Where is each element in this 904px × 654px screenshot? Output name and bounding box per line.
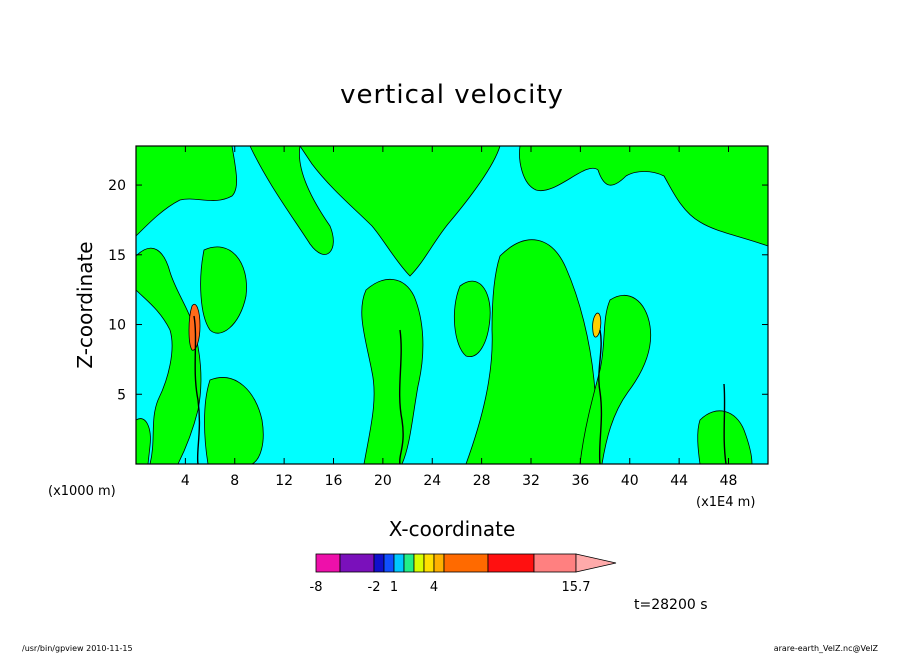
colorbar-segment bbox=[487, 553, 535, 573]
x-tick-label: 36 bbox=[571, 473, 589, 489]
region-top-right bbox=[519, 145, 769, 247]
y-tick-label: 10 bbox=[108, 318, 126, 334]
filament-left bbox=[193, 315, 201, 465]
colorbar-segment bbox=[433, 553, 445, 573]
region-top-mid bbox=[249, 145, 334, 255]
plot-frame bbox=[135, 145, 769, 465]
x-tick-label: 44 bbox=[670, 473, 688, 489]
region-top-left bbox=[135, 145, 237, 237]
region-lower-right bbox=[579, 295, 652, 465]
region-left-column bbox=[135, 247, 202, 465]
x-axis-title: X-coordinate bbox=[389, 517, 516, 541]
time-label: t=28200 s bbox=[634, 597, 708, 613]
colorbar-labels: -8 -2 1 4 15.7 bbox=[310, 580, 591, 595]
x-axis-ticks: 4 8 12 16 20 24 28 32 36 40 44 48 bbox=[181, 146, 738, 489]
x-tick-label: 16 bbox=[325, 473, 343, 489]
y-axis-title: Z-coordinate bbox=[73, 241, 97, 368]
colorbar-segment bbox=[533, 553, 577, 573]
x-unit-left: (x1000 m) bbox=[48, 484, 116, 499]
x-tick-label: 4 bbox=[181, 473, 190, 489]
region-mid-right-column bbox=[454, 280, 491, 357]
chart-title: vertical velocity bbox=[340, 80, 564, 110]
y-axis-ticks: 5 10 15 20 bbox=[108, 178, 768, 403]
contour-filaments bbox=[193, 315, 727, 465]
colorbar-label: 15.7 bbox=[562, 580, 591, 595]
x-tick-label: 24 bbox=[423, 473, 441, 489]
colorbar-segment bbox=[423, 553, 435, 573]
filament-right bbox=[598, 329, 603, 465]
filament-center bbox=[398, 329, 404, 465]
colorbar-segment bbox=[383, 553, 395, 573]
colorbar-segment bbox=[393, 553, 405, 573]
footer-left: /usr/bin/gpview 2010-11-15 bbox=[22, 644, 133, 653]
region-upper-center bbox=[299, 145, 501, 277]
colorbar-label: -8 bbox=[310, 580, 323, 595]
y-tick-label: 15 bbox=[108, 248, 126, 264]
colorbar-segment bbox=[315, 553, 341, 573]
x-tick-label: 28 bbox=[473, 473, 491, 489]
colorbar-extension-triangle bbox=[575, 553, 617, 573]
colorbar-label: -2 bbox=[368, 580, 381, 595]
colorbar-segment bbox=[403, 553, 415, 573]
colorbar-segment bbox=[413, 553, 425, 573]
colorbar-label: 4 bbox=[430, 580, 438, 595]
y-tick-label: 20 bbox=[108, 178, 126, 194]
x-tick-label: 48 bbox=[720, 473, 738, 489]
region-center-column bbox=[361, 278, 424, 465]
region-bottom-left-strip bbox=[135, 418, 151, 465]
x-unit-right: (x1E4 m) bbox=[696, 495, 755, 510]
region-lower-left bbox=[204, 377, 264, 465]
y-tick-label: 5 bbox=[117, 387, 126, 403]
updraft-core-right bbox=[592, 312, 602, 338]
plot-area bbox=[135, 145, 769, 465]
x-tick-label: 8 bbox=[230, 473, 239, 489]
footer-right: arare-earth_VelZ.nc@VelZ bbox=[774, 644, 879, 653]
x-tick-label: 40 bbox=[621, 473, 639, 489]
colorbar-segment bbox=[373, 553, 385, 573]
x-tick-label: 12 bbox=[275, 473, 293, 489]
positive-regions bbox=[135, 145, 769, 465]
colorbar-segment bbox=[443, 553, 489, 573]
colorbar-label: 1 bbox=[390, 580, 398, 595]
region-left-lobe bbox=[200, 246, 247, 334]
x-tick-label: 20 bbox=[374, 473, 392, 489]
colorbar bbox=[315, 553, 617, 573]
colorbar-segment bbox=[339, 553, 375, 573]
x-tick-label: 32 bbox=[522, 473, 540, 489]
filament-far-right bbox=[723, 383, 727, 465]
